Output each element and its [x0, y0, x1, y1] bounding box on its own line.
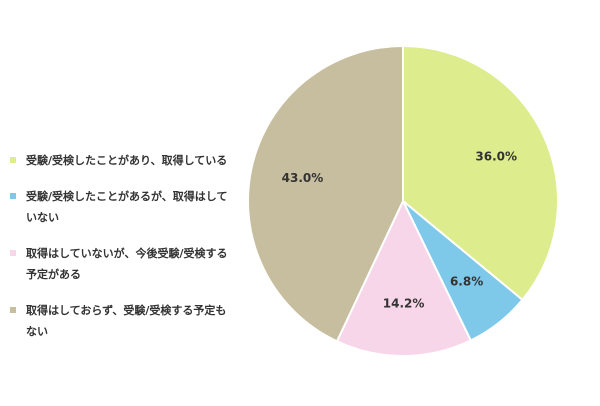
legend-item: 受験/受検したことがあるが、取得はしていない — [10, 186, 235, 228]
legend-label: 取得はしていないが、今後受験/受検する予定がある — [26, 247, 228, 281]
legend-item: 取得はしていないが、今後受験/受検する予定がある — [10, 243, 235, 285]
legend: 受験/受検したことがあり、取得している 受験/受検したことがあるが、取得はしてい… — [10, 150, 235, 357]
slice-value-label: 6.8% — [450, 275, 483, 289]
legend-swatch — [10, 250, 16, 256]
legend-item: 受験/受検したことがあり、取得している — [10, 150, 235, 171]
slice-value-label: 43.0% — [282, 171, 324, 185]
legend-label: 取得はしておらず、受験/受検する予定もない — [26, 304, 227, 338]
legend-item: 取得はしておらず、受験/受検する予定もない — [10, 300, 235, 342]
pie-slices — [247, 44, 559, 357]
slice-value-label: 36.0% — [475, 150, 517, 164]
pie-slice-1 — [402, 44, 559, 302]
legend-label: 受験/受検したことがあるが、取得はしていない — [26, 190, 228, 224]
legend-swatch — [10, 193, 16, 199]
legend-label: 受験/受検したことがあり、取得している — [26, 154, 228, 167]
legend-swatch — [10, 307, 16, 313]
slice-value-label: 14.2% — [383, 297, 425, 311]
pie-slice-4 — [247, 44, 404, 343]
pie-slice-3 — [335, 198, 473, 357]
legend-swatch — [10, 157, 16, 163]
pie-slice-labels: 36.0% 6.8% 14.2% 43.0% — [282, 150, 517, 311]
